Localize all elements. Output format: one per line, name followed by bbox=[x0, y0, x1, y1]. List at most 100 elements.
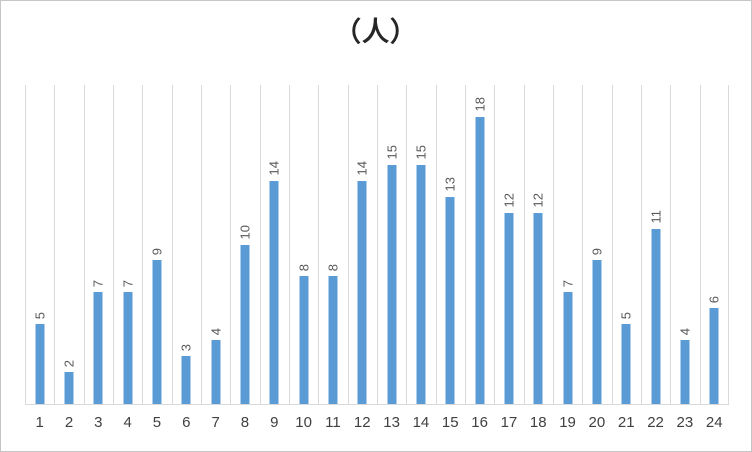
bar-value-label: 7 bbox=[560, 280, 576, 288]
gridline bbox=[552, 85, 554, 404]
category-cell: 9 bbox=[142, 85, 171, 404]
x-axis-tick-label: 6 bbox=[182, 414, 191, 431]
category-cell: 18 bbox=[464, 85, 494, 404]
category-cell: 6 bbox=[699, 85, 729, 404]
category-cell: 11 bbox=[640, 85, 670, 404]
category-cell: 8 bbox=[288, 85, 318, 404]
bar-value-label: 18 bbox=[472, 97, 488, 112]
bar-value-label: 4 bbox=[208, 327, 224, 336]
gridline bbox=[523, 85, 525, 404]
bar[interactable] bbox=[709, 308, 719, 404]
category-cell: 5 bbox=[611, 85, 641, 404]
gridline bbox=[611, 85, 613, 404]
category-cell: 10 bbox=[230, 85, 259, 404]
category-cell: 12 bbox=[494, 85, 523, 404]
bar[interactable] bbox=[563, 292, 573, 404]
bar[interactable] bbox=[621, 324, 631, 404]
gridline bbox=[54, 85, 56, 404]
x-axis-tick-label: 17 bbox=[500, 414, 518, 431]
gridline bbox=[728, 85, 729, 404]
category-cell: 14 bbox=[259, 85, 289, 404]
category-cell: 2 bbox=[54, 85, 83, 404]
gridline bbox=[640, 85, 642, 404]
x-axis-tick-label: 2 bbox=[64, 414, 74, 431]
x-axis-tick-label: 3 bbox=[94, 414, 103, 431]
gridline bbox=[25, 85, 26, 404]
bar[interactable] bbox=[93, 292, 103, 404]
bar-value-label: 14 bbox=[266, 161, 282, 176]
bar-value-label: 10 bbox=[237, 225, 253, 240]
category-cell: 13 bbox=[435, 85, 465, 404]
bar[interactable] bbox=[152, 260, 162, 404]
gridline bbox=[435, 85, 437, 404]
x-axis-tick-label: 15 bbox=[441, 414, 459, 431]
bar[interactable] bbox=[299, 276, 309, 404]
category-cell: 15 bbox=[376, 85, 406, 404]
bar[interactable] bbox=[211, 340, 221, 404]
gridline bbox=[200, 85, 202, 404]
x-axis-tick-label: 7 bbox=[211, 414, 220, 431]
category-cell: 12 bbox=[523, 85, 553, 404]
bar[interactable] bbox=[592, 260, 602, 404]
category-cell: 7 bbox=[112, 85, 142, 404]
x-axis-tick-label: 18 bbox=[529, 414, 547, 431]
x-axis-tick-label: 16 bbox=[471, 414, 488, 431]
x-axis-tick-label: 14 bbox=[412, 414, 430, 431]
bar[interactable] bbox=[181, 356, 191, 404]
bar[interactable] bbox=[680, 340, 690, 404]
gridline bbox=[376, 85, 378, 404]
x-axis-tick-label: 20 bbox=[588, 414, 606, 431]
x-axis-tick-label: 5 bbox=[152, 414, 162, 431]
bar-value-label: 5 bbox=[618, 312, 634, 320]
bar-value-label: 8 bbox=[296, 264, 312, 272]
category-cell: 7 bbox=[83, 85, 113, 404]
category-cell: 15 bbox=[406, 85, 435, 404]
x-axis-labels: 1 2 3 4 5 6 7 8 9 10 11 12 13 14 15 16 17 18 19 20 21 22 23 24 bbox=[25, 405, 729, 439]
bar[interactable] bbox=[475, 116, 485, 404]
x-axis-tick-label: 12 bbox=[353, 414, 371, 431]
gridline bbox=[582, 85, 584, 404]
bar[interactable] bbox=[357, 180, 367, 404]
bar-value-label: 11 bbox=[648, 210, 664, 224]
bar[interactable] bbox=[64, 372, 74, 404]
gridline bbox=[230, 85, 232, 404]
gridline bbox=[670, 85, 672, 404]
category-cell: 4 bbox=[200, 85, 230, 404]
x-axis-tick-label: 13 bbox=[383, 414, 400, 431]
bar-value-label: 7 bbox=[90, 280, 106, 288]
gridline bbox=[347, 85, 349, 404]
bar[interactable] bbox=[651, 228, 661, 404]
x-axis-tick-label: 11 bbox=[325, 414, 341, 431]
gridline bbox=[699, 85, 701, 404]
x-axis-tick-label: 24 bbox=[705, 414, 723, 431]
bar[interactable] bbox=[416, 164, 426, 404]
gridline bbox=[494, 85, 496, 404]
bar[interactable] bbox=[123, 292, 133, 404]
bar[interactable] bbox=[445, 196, 455, 404]
chart-title: （人） bbox=[334, 17, 418, 47]
gridline bbox=[464, 85, 466, 404]
x-axis-tick-label: 10 bbox=[295, 414, 312, 431]
bar-value-label: 4 bbox=[677, 327, 693, 336]
bar[interactable] bbox=[35, 324, 45, 404]
bar[interactable] bbox=[387, 164, 397, 404]
bar-value-label: 7 bbox=[120, 280, 136, 288]
category-cell: 7 bbox=[552, 85, 582, 404]
x-axis-tick-label: 23 bbox=[676, 414, 694, 431]
bar-value-label: 2 bbox=[61, 359, 77, 368]
gridline bbox=[171, 85, 173, 404]
bar[interactable] bbox=[328, 276, 338, 404]
x-axis-tick-label: 8 bbox=[240, 414, 250, 431]
bar[interactable] bbox=[269, 180, 279, 404]
category-cell: 14 bbox=[347, 85, 377, 404]
category-cell: 5 bbox=[25, 85, 54, 404]
category-cell: 3 bbox=[171, 85, 201, 404]
bar[interactable] bbox=[240, 244, 250, 404]
bar[interactable] bbox=[504, 212, 514, 404]
plot-area: 5 2 7 7 9 3 4 10 14 8 8 14 15 15 13 18 12 12 7 9 5 11 4 6 bbox=[25, 85, 729, 405]
x-axis-tick-label: 21 bbox=[617, 414, 635, 431]
gridline bbox=[142, 85, 144, 404]
x-axis-tick-label: 1 bbox=[35, 414, 44, 431]
bar[interactable] bbox=[533, 212, 543, 404]
bar-value-label: 8 bbox=[325, 264, 341, 272]
